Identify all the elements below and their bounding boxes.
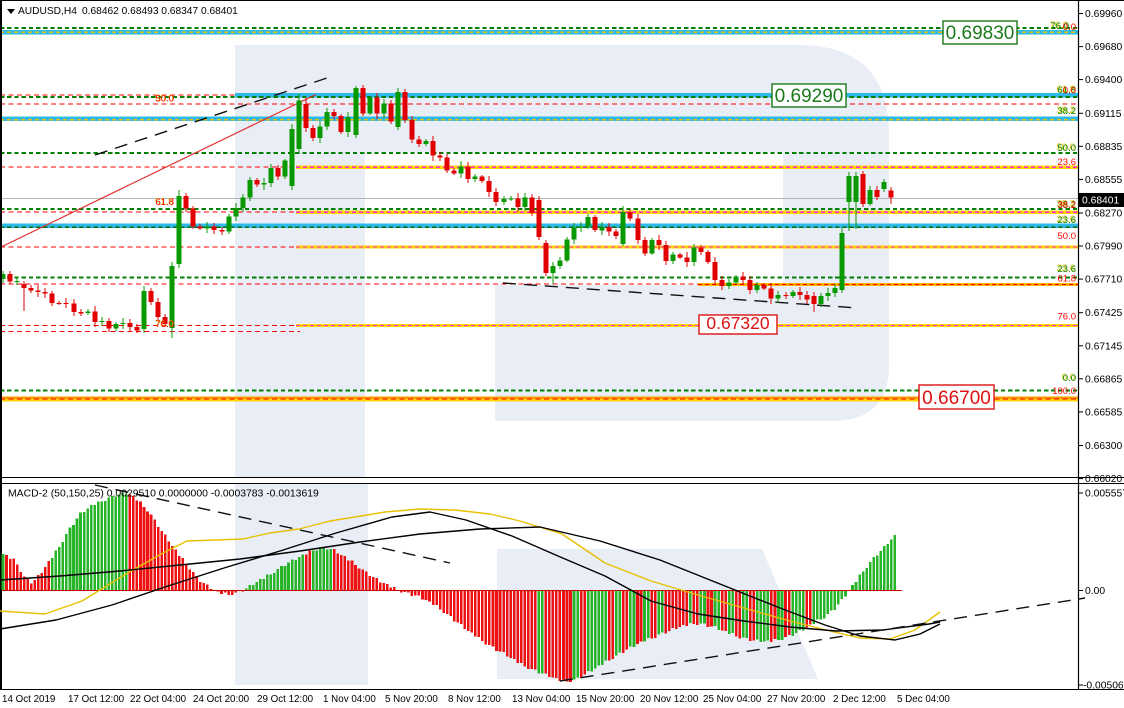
svg-text:2 Dec 12:00: 2 Dec 12:00 <box>833 694 886 705</box>
svg-text:76.0: 76.0 <box>155 319 174 330</box>
svg-text:50.0: 50.0 <box>1057 142 1076 153</box>
svg-text:5 Nov 20:00: 5 Nov 20:00 <box>385 694 438 705</box>
svg-text:50.0: 50.0 <box>156 94 175 105</box>
svg-text:0.68270: 0.68270 <box>1085 209 1122 220</box>
svg-text:20 Nov 12:00: 20 Nov 12:00 <box>640 694 699 705</box>
svg-text:AUDUSD,H4: AUDUSD,H4 <box>18 6 77 17</box>
svg-text:38.2: 38.2 <box>1058 106 1077 117</box>
svg-text:50.0: 50.0 <box>1058 143 1077 154</box>
svg-text:0.69115: 0.69115 <box>1085 109 1122 120</box>
svg-text:23.6: 23.6 <box>1057 214 1076 225</box>
svg-text:5 Dec 04:00: 5 Dec 04:00 <box>897 694 950 705</box>
svg-text:0.67145: 0.67145 <box>1085 341 1122 352</box>
svg-text:MACD-2 (50,150,25) 0.0029510 0: MACD-2 (50,150,25) 0.0029510 0.0000000 -… <box>8 489 319 500</box>
svg-text:0.0055574: 0.0055574 <box>1085 489 1124 500</box>
svg-text:0.0: 0.0 <box>1062 372 1075 383</box>
svg-text:61.8: 61.8 <box>1058 85 1077 96</box>
svg-text:0.69290: 0.69290 <box>775 86 844 107</box>
svg-text:61.8: 61.8 <box>1057 84 1076 95</box>
svg-text:23.6: 23.6 <box>1058 157 1077 168</box>
svg-text:38.2: 38.2 <box>1058 200 1077 211</box>
svg-text:13 Nov 04:00: 13 Nov 04:00 <box>512 694 571 705</box>
svg-text:0.69960: 0.69960 <box>1085 9 1122 20</box>
svg-text:0.66020: 0.66020 <box>1085 474 1122 485</box>
svg-text:8 Nov 12:00: 8 Nov 12:00 <box>448 694 501 705</box>
svg-text:0.68401: 0.68401 <box>1082 196 1119 207</box>
svg-text:76.0: 76.0 <box>1051 21 1070 32</box>
svg-text:50.0: 50.0 <box>1058 231 1077 242</box>
svg-text:0.67710: 0.67710 <box>1085 275 1122 286</box>
svg-text:0.0: 0.0 <box>1063 86 1076 97</box>
svg-text:0.69680: 0.69680 <box>1085 42 1122 53</box>
svg-text:-0.0050673: -0.0050673 <box>1083 681 1124 692</box>
svg-text:0.67320: 0.67320 <box>706 313 770 333</box>
svg-text:61.8: 61.8 <box>156 197 175 208</box>
svg-text:76.0: 76.0 <box>156 319 175 330</box>
svg-text:38.2: 38.2 <box>1058 200 1077 211</box>
svg-text:23.6: 23.6 <box>1058 215 1077 226</box>
svg-text:0.68462 0.68493 0.68347 0.6840: 0.68462 0.68493 0.68347 0.68401 <box>82 6 238 17</box>
svg-text:0.66700: 0.66700 <box>922 388 991 409</box>
svg-text:61.8: 61.8 <box>155 196 174 207</box>
svg-text:24 Oct 20:00: 24 Oct 20:00 <box>193 694 250 705</box>
svg-text:0.68835: 0.68835 <box>1085 142 1122 153</box>
svg-text:0.66865: 0.66865 <box>1085 374 1122 385</box>
svg-text:50.0: 50.0 <box>155 93 174 104</box>
svg-text:76.0: 76.0 <box>1050 20 1069 31</box>
svg-text:0.00: 0.00 <box>1085 586 1105 597</box>
svg-text:25 Nov 04:00: 25 Nov 04:00 <box>703 694 762 705</box>
svg-text:0.69830: 0.69830 <box>946 23 1015 44</box>
svg-text:0.66300: 0.66300 <box>1085 441 1122 452</box>
svg-text:100.0: 100.0 <box>1052 386 1076 397</box>
svg-text:23.6: 23.6 <box>1058 264 1077 275</box>
svg-text:14 Oct 2019: 14 Oct 2019 <box>2 694 55 705</box>
svg-text:76.0: 76.0 <box>1058 312 1077 323</box>
svg-text:38.2: 38.2 <box>1057 105 1076 116</box>
svg-text:0.69400: 0.69400 <box>1085 75 1122 86</box>
svg-text:0.66585: 0.66585 <box>1085 407 1122 418</box>
svg-text:61.8: 61.8 <box>1058 274 1077 285</box>
svg-text:29 Oct 12:00: 29 Oct 12:00 <box>257 694 314 705</box>
svg-text:0.67990: 0.67990 <box>1085 242 1122 253</box>
svg-text:22 Oct 04:00: 22 Oct 04:00 <box>130 694 187 705</box>
svg-text:1 Nov 04:00: 1 Nov 04:00 <box>323 694 376 705</box>
svg-text:0.67425: 0.67425 <box>1085 308 1122 319</box>
svg-text:27 Nov 20:00: 27 Nov 20:00 <box>767 694 826 705</box>
svg-text:0.0: 0.0 <box>1063 373 1076 384</box>
svg-text:17 Oct 12:00: 17 Oct 12:00 <box>68 694 125 705</box>
svg-text:0.68555: 0.68555 <box>1085 175 1122 186</box>
svg-text:15 Nov 20:00: 15 Nov 20:00 <box>576 694 635 705</box>
svg-text:0.0: 0.0 <box>1063 22 1076 33</box>
svg-text:23.6: 23.6 <box>1057 263 1076 274</box>
svg-text:38.2: 38.2 <box>1057 199 1076 210</box>
svg-text:0.0: 0.0 <box>1063 22 1076 33</box>
